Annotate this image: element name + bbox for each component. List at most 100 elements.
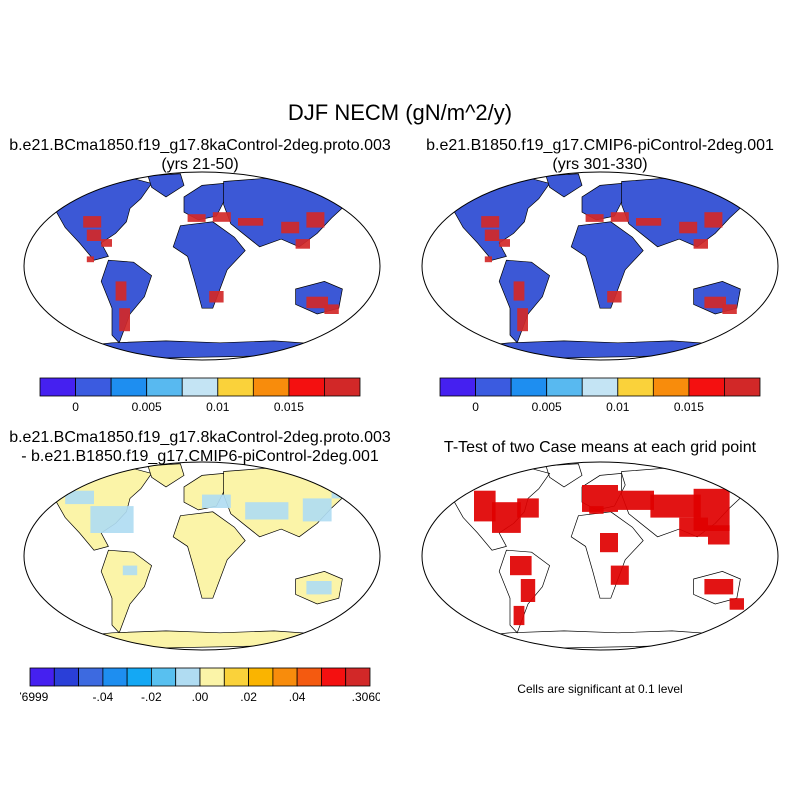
negative-cell-2	[202, 494, 231, 508]
significant-cell-4	[618, 490, 654, 510]
landmass-greenland	[545, 173, 583, 198]
map-case1	[23, 171, 381, 361]
significant-cell-16	[589, 506, 604, 514]
hot-cell-9	[513, 281, 525, 301]
map-difference	[23, 461, 381, 651]
hot-cell-5	[238, 218, 264, 226]
colorbar-swatch-4	[126, 667, 152, 687]
negative-cell-1	[65, 490, 94, 505]
hot-cell-3	[187, 214, 206, 222]
map-border	[421, 461, 779, 651]
hot-cell-11	[607, 291, 622, 303]
colorbar-swatch-2	[110, 377, 148, 397]
map-content	[448, 463, 760, 650]
panel-2-title-line1: b.e21.B1850.f19_g17.CMIP6-piControl-2deg…	[426, 137, 774, 154]
panel-2-title: b.e21.B1850.f19_g17.CMIP6-piControl-2deg…	[426, 136, 774, 174]
negative-cell-7	[122, 565, 138, 576]
colorbar-swatch-10	[272, 667, 298, 687]
map-border	[23, 461, 381, 651]
hot-cell-9	[115, 281, 127, 301]
hot-cell-1	[86, 229, 102, 241]
significant-cell-7	[679, 517, 708, 537]
colorbar-label-2: 0.01	[606, 400, 630, 414]
hot-cell-0	[83, 216, 102, 228]
panel-3-title-line2: - b.e21.B1850.f19_g17.CMIP6-piControl-2d…	[21, 448, 379, 465]
colorbar-swatch-7	[288, 377, 325, 397]
hot-cell-3	[585, 214, 604, 222]
colorbar-label-1: -.04	[93, 690, 114, 704]
landmass-greenland	[147, 173, 185, 198]
hot-cell-11	[209, 291, 224, 303]
significant-cell-2	[517, 498, 539, 518]
colorbar-swatch-1	[475, 377, 512, 397]
panel-1-title-line2: (yrs 21-50)	[161, 156, 239, 173]
panel-4-title-line1: T-Test of two Case means at each grid po…	[443, 439, 757, 456]
hot-cell-8	[295, 239, 310, 249]
colorbar-swatch-3	[146, 377, 183, 397]
colorbar-swatch-3	[102, 667, 128, 687]
hot-cell-6	[679, 221, 698, 234]
colorbar-case1: 0 0.005 0.01 0.015	[39, 377, 361, 414]
significant-cell-15	[729, 598, 744, 610]
colorbar-swatch-1	[75, 377, 112, 397]
map-case2	[421, 171, 779, 361]
colorbar-swatch-0	[439, 377, 476, 397]
colorbar-swatch-7	[199, 667, 225, 687]
main-title: DJF NECM (gN/m^2/y)	[287, 100, 513, 125]
hot-cell-10	[517, 308, 528, 332]
landmass-south-america	[100, 549, 153, 634]
negative-cell-0	[90, 506, 134, 533]
landmass-africa	[172, 511, 246, 599]
hot-cell-12	[306, 296, 328, 309]
colorbar-label-0: .76999	[20, 690, 49, 704]
colorbar-swatch-4	[181, 377, 219, 397]
hot-cell-2	[101, 239, 112, 247]
colorbar-difference: .76999 -.04 -.02 .00 .02 .04 .30605	[20, 667, 380, 704]
panel-2-title-line2: (yrs 301-330)	[552, 156, 648, 173]
colorbar-swatch-5	[217, 377, 254, 397]
colorbar-label-0: 0	[472, 400, 479, 414]
significant-cell-11	[513, 605, 525, 626]
colorbar-swatch-3	[546, 377, 583, 397]
landmass-south-america	[100, 259, 153, 344]
hot-cell-14	[484, 256, 492, 263]
hot-cell-8	[693, 239, 708, 249]
colorbar-swatch-2	[78, 667, 104, 687]
colorbar-swatch-6	[652, 377, 690, 397]
colorbar-swatch-6	[175, 667, 201, 687]
colorbar-swatch-9	[248, 667, 274, 687]
landmass-europe	[183, 183, 228, 221]
colorbar-swatch-2	[510, 377, 548, 397]
colorbar-swatch-8	[323, 377, 361, 397]
landmass-africa	[570, 511, 644, 599]
colorbar-label-0: 0	[72, 400, 79, 414]
colorbar-label-1: 0.005	[532, 400, 562, 414]
landmass-greenland	[545, 463, 583, 488]
colorbar-label-3: .00	[192, 690, 209, 704]
panel-1-title-line1: b.e21.BCma1850.f19_g17.8kaControl-2deg.p…	[9, 137, 391, 154]
negative-cell-5	[331, 483, 354, 499]
significance-note: Cells are significant at 0.1 level	[517, 682, 683, 696]
colorbar-swatch-0	[29, 667, 55, 687]
colorbar-label-4: .02	[240, 690, 257, 704]
hot-cell-7	[306, 212, 325, 228]
hot-cell-10	[119, 308, 130, 332]
colorbar-case2: 0 0.005 0.01 0.015	[439, 377, 761, 414]
colorbar-label-2: 0.01	[206, 400, 230, 414]
panel-1-title: b.e21.BCma1850.f19_g17.8kaControl-2deg.p…	[9, 136, 391, 174]
hot-cell-6	[281, 221, 300, 234]
colorbar-swatch-11	[296, 667, 322, 687]
colorbar-swatch-7	[688, 377, 725, 397]
colorbar-swatch-8	[723, 377, 761, 397]
colorbar-swatch-12	[320, 667, 347, 687]
landmass-greenland	[147, 463, 185, 488]
colorbar-label-2: -.02	[141, 690, 162, 704]
hot-cell-13	[722, 304, 737, 314]
colorbar-label-5: .04	[289, 690, 306, 704]
significant-cell-12	[600, 533, 618, 553]
landmass-south-america	[498, 259, 551, 344]
significant-cell-1	[492, 502, 521, 533]
colorbar-label-3: 0.015	[274, 400, 304, 414]
hot-cell-1	[484, 229, 500, 241]
panel-3-title-line1: b.e21.BCma1850.f19_g17.8kaControl-2deg.p…	[9, 429, 391, 446]
